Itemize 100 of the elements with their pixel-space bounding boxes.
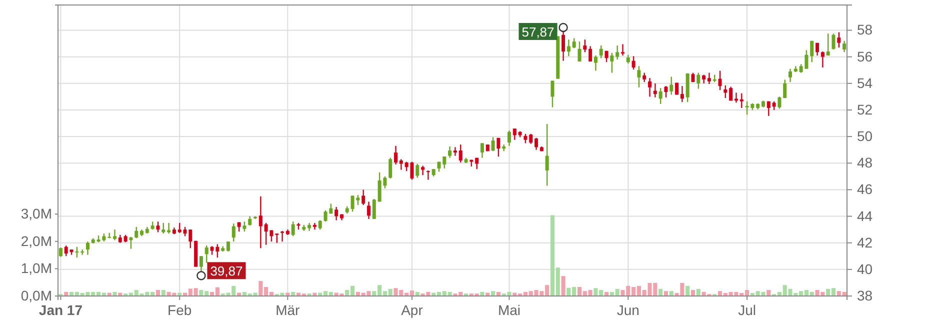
- bar: [686, 286, 690, 296]
- candlestick: [366, 201, 370, 220]
- candlestick: [507, 130, 511, 146]
- candlestick: [616, 44, 620, 60]
- candlestick: [86, 240, 90, 256]
- y-tick-label: 54: [857, 74, 873, 91]
- candlestick: [512, 128, 516, 140]
- x-tick-label: Jul: [738, 302, 756, 318]
- candlestick: [232, 222, 236, 242]
- candlestick: [534, 137, 538, 150]
- bar: [696, 288, 700, 296]
- candlestick: [610, 52, 614, 74]
- candlestick: [372, 198, 376, 220]
- candlestick: [572, 38, 576, 49]
- candlestick: [291, 220, 295, 237]
- candlestick: [156, 220, 160, 233]
- candlestick: [399, 158, 403, 170]
- candlestick: [226, 240, 230, 252]
- bar: [690, 290, 696, 296]
- y2-tick-label: 3,0M: [20, 206, 52, 222]
- candlestick: [64, 244, 68, 257]
- candlestick: [496, 137, 500, 158]
- candlestick: [421, 165, 425, 176]
- candlestick: [632, 56, 636, 70]
- x-tick-label: Apr: [401, 302, 424, 318]
- x-tick-label: Jun: [616, 302, 640, 318]
- candlestick: [642, 72, 646, 83]
- candlestick: [58, 246, 62, 258]
- candlestick: [453, 146, 457, 156]
- annotation: 39,87: [210, 264, 243, 279]
- candlestick: [826, 32, 830, 56]
- y-tick-label: 50: [857, 128, 873, 144]
- candlestick: [258, 196, 262, 249]
- candlestick: [778, 96, 782, 110]
- candlestick: [550, 80, 554, 108]
- candlestick: [594, 54, 598, 72]
- candlestick: [783, 79, 787, 99]
- y2-tick-label: 2,0M: [20, 232, 52, 249]
- candlestick: [686, 72, 690, 103]
- candlestick: [788, 68, 792, 83]
- y-tick-label: 40: [857, 260, 873, 277]
- candlestick: [426, 170, 430, 180]
- candlestick: [318, 220, 322, 230]
- candlestick: [388, 157, 392, 180]
- y-tick-label: 46: [857, 181, 873, 198]
- candlestick: [653, 82, 657, 98]
- candlestick: [108, 232, 112, 239]
- candlestick: [362, 189, 366, 206]
- candlestick: [583, 38, 587, 53]
- bar: [112, 292, 117, 296]
- candlestick: [280, 230, 284, 242]
- bar: [237, 292, 242, 296]
- candlestick: [204, 244, 208, 264]
- candlestick: [566, 38, 570, 57]
- bar: [156, 290, 160, 296]
- candlestick: [562, 31, 566, 62]
- candlestick: [162, 222, 166, 234]
- candlestick: [129, 236, 133, 250]
- candlestick: [134, 226, 138, 239]
- bar: [491, 291, 496, 296]
- candlestick: [680, 85, 684, 103]
- y-tick-label: 42: [857, 234, 873, 250]
- bar: [107, 292, 112, 296]
- y-tick-label: 38: [857, 287, 873, 304]
- bar: [161, 290, 166, 296]
- y-tick-label: 44: [857, 208, 873, 224]
- candlestick: [837, 32, 841, 48]
- candlestick: [740, 92, 744, 109]
- candlestick: [394, 145, 398, 166]
- candlestick: [707, 72, 711, 85]
- candlestick: [112, 228, 116, 241]
- candlestick: [491, 136, 495, 152]
- candlestick: [167, 222, 171, 234]
- bar: [286, 292, 290, 296]
- candlestick: [816, 42, 820, 56]
- bar: [658, 288, 663, 296]
- y-tick-label: 56: [857, 48, 873, 64]
- candlestick: [480, 142, 484, 158]
- candlestick: [248, 216, 252, 226]
- candlestick: [545, 123, 549, 186]
- candlestick: [80, 248, 84, 256]
- x-tick-label: Feb: [168, 302, 192, 318]
- candlestick: [275, 232, 279, 244]
- candlestick: [734, 92, 738, 104]
- candlestick: [658, 87, 662, 105]
- x-tick-label: Mär: [276, 302, 300, 318]
- candlestick: [620, 44, 624, 56]
- bar: [664, 291, 668, 296]
- candlestick: [832, 32, 836, 50]
- candlestick: [718, 70, 722, 91]
- candlestick: [242, 220, 246, 232]
- candlestick: [529, 133, 533, 144]
- candlestick: [75, 246, 79, 258]
- candlestick: [637, 66, 641, 88]
- candlestick: [199, 256, 203, 272]
- bar: [561, 276, 566, 296]
- candlestick: [416, 163, 420, 178]
- y-tick-label: 48: [857, 154, 873, 171]
- candlestick: [458, 144, 462, 164]
- annotation: 57,87: [522, 24, 554, 40]
